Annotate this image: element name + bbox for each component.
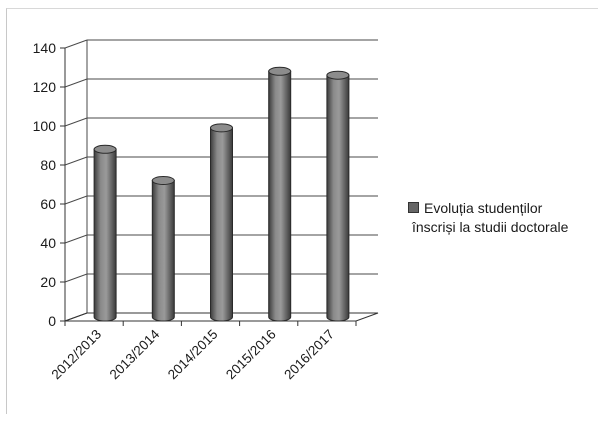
x-tick-label: 2012/2013 <box>48 327 104 383</box>
chart-floor <box>64 312 379 322</box>
axis-layer <box>60 40 379 326</box>
x-tick-label: 2016/2017 <box>281 327 337 383</box>
x-tick-label: 2015/2016 <box>223 327 279 383</box>
y-axis-ticks: 0 20 40 60 80 100 120 140 <box>33 40 57 329</box>
gridline-side <box>64 156 88 166</box>
y-tick-label: 0 <box>48 313 56 329</box>
bar <box>151 176 175 322</box>
bar <box>93 144 117 322</box>
gridline-side <box>64 195 88 205</box>
legend-swatch <box>408 202 419 213</box>
gridline-side <box>64 117 88 127</box>
y-tick-label: 80 <box>40 157 56 173</box>
gridline-side <box>64 234 88 244</box>
gridline-side <box>64 78 88 88</box>
x-tick-label: 2014/2015 <box>165 327 221 383</box>
legend: Evoluția studenților înscriși la studii … <box>408 199 598 237</box>
bar <box>210 123 233 322</box>
legend-label-line1: Evoluția studenților <box>424 200 543 216</box>
y-tick-label: 20 <box>40 274 56 290</box>
bar <box>326 70 350 322</box>
chart-frame <box>6 8 598 414</box>
bar <box>268 66 292 322</box>
y-tick-label: 140 <box>33 40 57 56</box>
x-tick-label: 2013/2014 <box>107 326 163 382</box>
gridline-side <box>64 273 88 283</box>
gridline-side <box>64 39 88 49</box>
y-tick-label: 40 <box>40 235 56 251</box>
y-tick-label: 60 <box>40 196 56 212</box>
x-axis-ticks: 2012/2013 2013/2014 2014/2015 2015/2016 2016… <box>48 326 337 382</box>
y-tick-label: 100 <box>33 118 57 134</box>
bar-layer <box>93 66 350 322</box>
y-tick-label: 120 <box>33 79 57 95</box>
legend-label-line2: înscriși la studii doctorale <box>412 219 569 235</box>
